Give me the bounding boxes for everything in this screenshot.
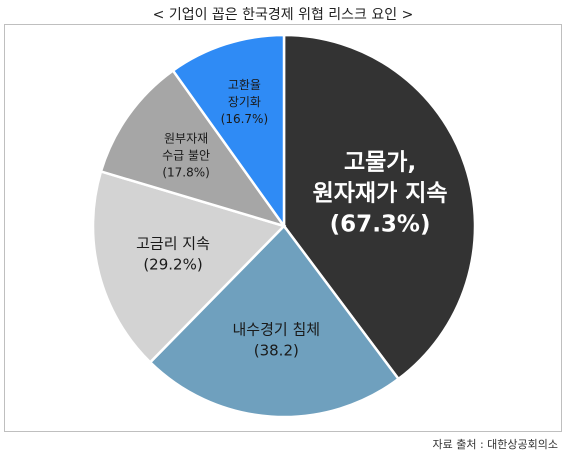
slice-category-label: 내수경기 침체 [233, 320, 321, 338]
chart-title: < 기업이 꼽은 한국경제 위협 리스크 요인 > [152, 7, 414, 23]
slice-value-label: (67.3%) [330, 212, 431, 238]
slice-value-label: (29.2%) [143, 256, 202, 274]
pie-slice [99, 68, 288, 229]
slice-value-label: (16.7%) [221, 112, 268, 126]
pie-slice [148, 224, 401, 419]
slice-category-label: 원부자재 [164, 132, 208, 146]
slice-category-label: 장기화 [228, 95, 261, 109]
pie-slice [91, 169, 287, 365]
slice-category-label: 고환율 [228, 78, 261, 92]
source-note: 자료 출처 : 대한상공회의소 [432, 438, 558, 451]
pie-slice [282, 33, 477, 381]
slice-category-label: 수급 불안 [162, 149, 210, 163]
slice-value-label: (17.8%) [162, 166, 209, 180]
pie-slice [171, 33, 286, 230]
slice-value-label: (38.2) [254, 341, 299, 359]
slice-category-label: 고물가, [344, 150, 416, 176]
slice-category-label: 원자재가 지속 [313, 181, 448, 207]
slice-category-label: 고금리 지속 [136, 235, 210, 253]
